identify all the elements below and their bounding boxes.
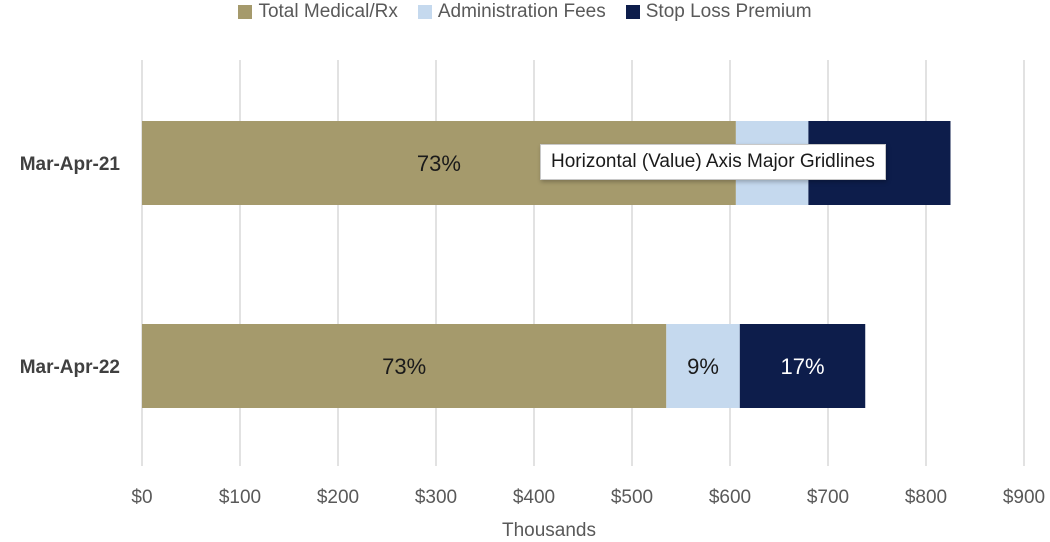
legend-swatch (625, 5, 640, 19)
x-tick-label-4: $400 (513, 487, 555, 508)
x-tick-label-7: $700 (807, 487, 849, 508)
legend-item-2: Stop Loss Premium (625, 1, 812, 23)
x-tick-label-9: $900 (1003, 487, 1045, 508)
category-label-0: Mar-Apr-21 (20, 154, 121, 175)
x-tick-label-0: $0 (131, 487, 152, 508)
x-axis-label: Thousands (502, 520, 596, 541)
legend-swatch (238, 5, 253, 19)
legend-item-0: Total Medical/Rx (238, 1, 398, 23)
category-label-1: Mar-Apr-22 (20, 357, 120, 378)
x-tick-label-8: $800 (905, 487, 947, 508)
data-label-1-2: 17% (780, 354, 824, 379)
data-label-0-0: 73% (417, 151, 461, 176)
data-label-1-1: 9% (687, 354, 719, 379)
bar-1-1 (666, 324, 740, 408)
x-tick-label-1: $100 (219, 487, 261, 508)
legend-label: Stop Loss Premium (645, 1, 812, 22)
legend-swatch (417, 5, 432, 19)
legend-label: Total Medical/Rx (258, 1, 398, 22)
gridlines-tooltip: Horizontal (Value) Axis Major Gridlines (540, 144, 886, 180)
x-tick-label-5: $500 (611, 487, 653, 508)
data-label-1-0: 73% (382, 354, 426, 379)
legend: Total Medical/Rx Administration Fees Stop … (0, 0, 1050, 24)
legend-label: Administration Fees (437, 1, 606, 22)
x-tick-label-6: $600 (709, 487, 751, 508)
x-tick-label-3: $300 (415, 487, 457, 508)
bar-1-0 (142, 324, 667, 408)
legend-item-1: Administration Fees (417, 1, 606, 23)
x-tick-label-2: $200 (317, 487, 359, 508)
bar-1-2 (739, 324, 866, 408)
